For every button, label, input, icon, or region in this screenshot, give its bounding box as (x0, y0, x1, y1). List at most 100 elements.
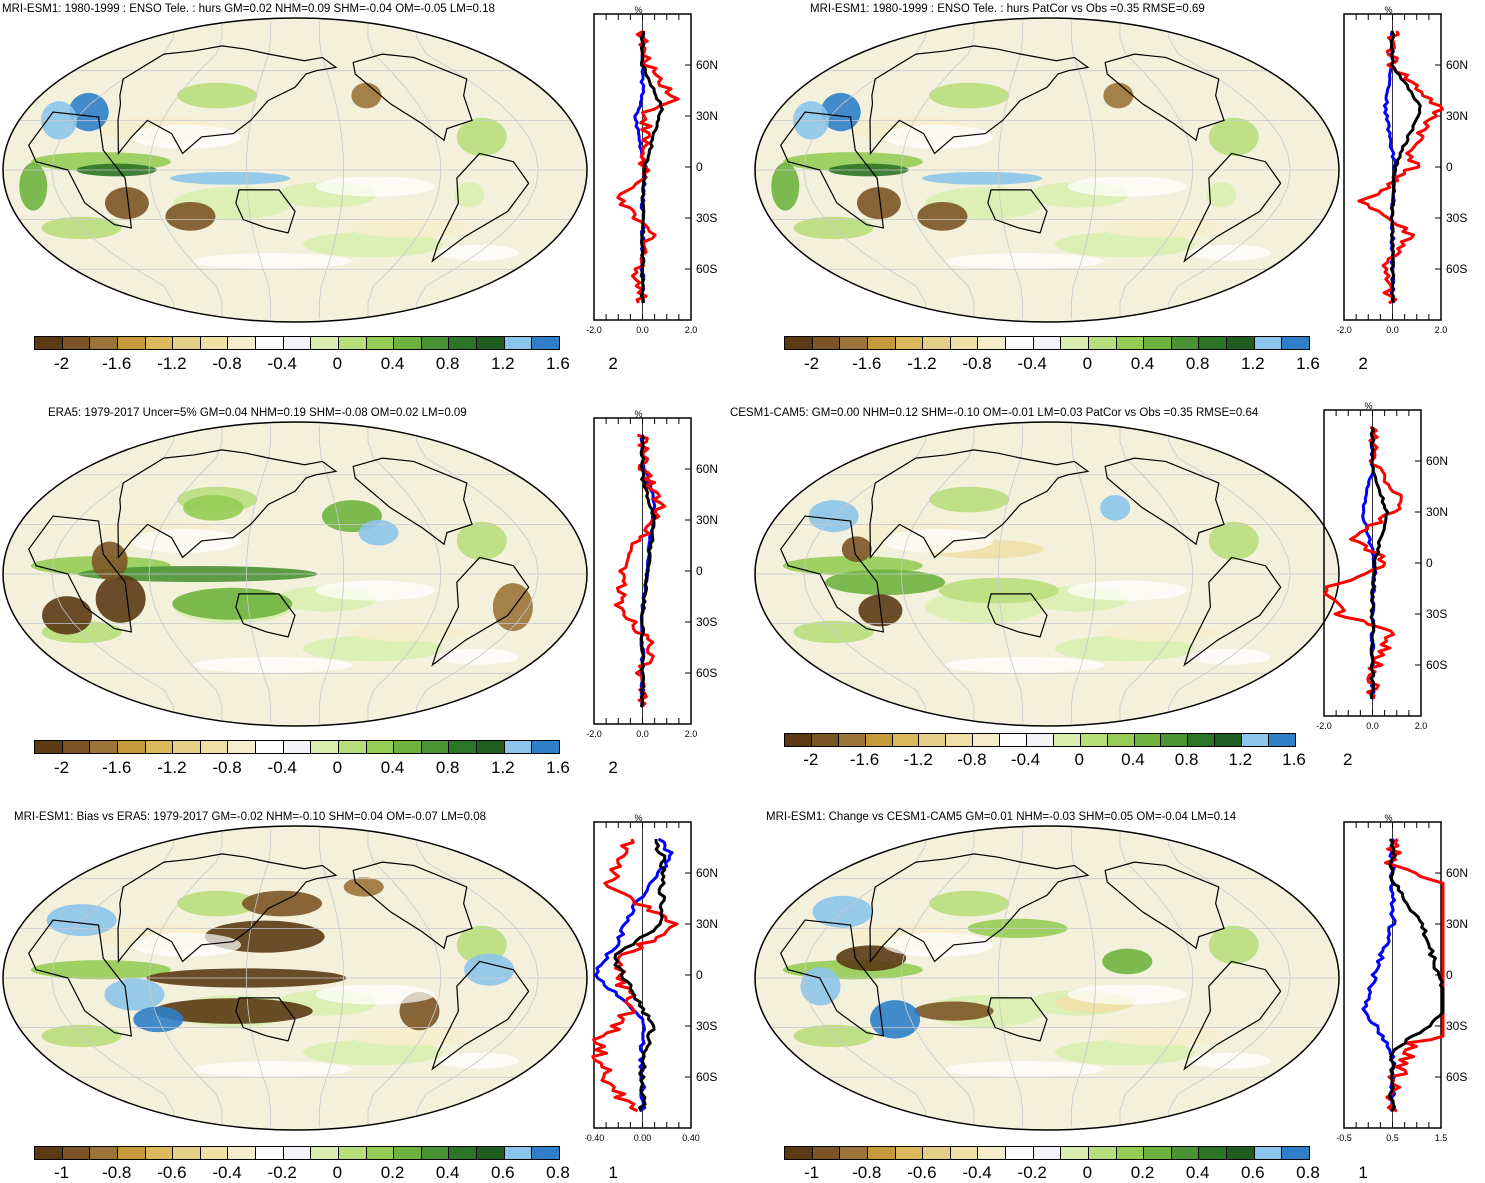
colorbar-swatch (950, 1147, 979, 1159)
colorbar-swatch (145, 337, 174, 349)
colorbar-tick-label: -2 (803, 750, 819, 769)
profile-lat-label: 60N (696, 58, 718, 72)
colorbar-tick-label: 0.8 (435, 758, 460, 777)
colorbar-swatch (1061, 1147, 1089, 1159)
colorbar-swatch (394, 337, 422, 349)
profile-x-label: 0.0 (1386, 325, 1399, 335)
colorbar-tick-label: -1 (804, 1163, 820, 1182)
field-anomaly-patch (348, 622, 469, 642)
coastline (117, 449, 338, 560)
coastline (1104, 53, 1225, 142)
field-anomaly-patch (1102, 948, 1153, 975)
colorbar-tick-label: 0.8 (1296, 1163, 1320, 1182)
coastline (1183, 960, 1282, 1071)
profile-lat-label: 60N (1446, 866, 1468, 880)
colorbar-tick-label: 0.4 (1185, 1163, 1210, 1182)
graticule-meridian (318, 425, 345, 723)
graticule-meridian (1168, 425, 1291, 723)
colorbar-swatch (145, 1147, 174, 1159)
colorbar-swatch (35, 337, 63, 349)
colorbar-swatch (1027, 734, 1054, 746)
colorbar-swatch (421, 337, 450, 349)
colorbar-swatch (865, 734, 893, 746)
profile-lat-label: 0 (696, 564, 703, 578)
colorbar-swatch (90, 1147, 118, 1159)
colorbar-tick-label: 0 (332, 354, 343, 373)
panel-title: MRI-ESM1: 1980-1999 : ENSO Tele. : hurs … (810, 3, 1205, 15)
colorbar-swatch (117, 337, 146, 349)
field-anomaly-patch (104, 978, 165, 1011)
colorbar-swatch (1116, 1147, 1145, 1159)
colorbar (34, 336, 560, 350)
field-anomaly-patch (917, 201, 968, 231)
coastline (28, 111, 133, 229)
profile-lat-label: 60S (1426, 658, 1447, 672)
colorbar-tick-label: 1.6 (546, 354, 570, 373)
profile-lat-label: 0 (1446, 968, 1453, 982)
zonal-mean-profile: % 60N 30N 0 30S 60S -0.40 0.00 0.40 (585, 813, 718, 1143)
profile-lat-label: 30N (696, 917, 718, 931)
colorbar-swatch (1161, 734, 1189, 746)
graticule-meridian (1070, 829, 1097, 1127)
colorbar-tick-label: -0.4 (1017, 354, 1047, 373)
colorbar-tick-label: -1.6 (102, 758, 132, 777)
colorbar-swatch (228, 1147, 256, 1159)
graticule-meridian (318, 21, 345, 319)
colorbar-tick-label: -2 (54, 758, 70, 777)
profile-line-black (1388, 838, 1445, 1112)
field-anomaly-patch (19, 162, 48, 211)
colorbar-swatch (978, 337, 1006, 349)
profile-x-label: 0.5 (1386, 1133, 1399, 1143)
profile-lat-label: 60S (696, 1070, 717, 1084)
field-anomaly-patch (358, 519, 399, 546)
colorbar-tick-label: 0.6 (491, 1163, 515, 1182)
colorbar-tick-label: -2 (804, 354, 820, 373)
field-anomaly-patch (343, 877, 384, 897)
colorbar-tick-label: -1.2 (157, 758, 187, 777)
colorbar-swatch (1144, 1147, 1172, 1159)
graticule-meridian (900, 21, 975, 319)
field-anomaly-patch (456, 117, 507, 157)
colorbar-tick-label: 0 (1074, 750, 1084, 769)
graticule-meridian (245, 21, 272, 319)
field-anomaly-patch (771, 162, 800, 211)
colorbar (34, 1146, 560, 1160)
profile-lat-label: 60N (1426, 454, 1448, 468)
coastline (352, 53, 473, 142)
colorbar-tick-label: -1.2 (907, 354, 937, 373)
colorbar-tick-label: 0.8 (435, 354, 460, 373)
profile-lat-label: 30S (1446, 1019, 1467, 1033)
panel-title: CESM1-CAM5: GM=0.00 NHM=0.12 SHM=-0.10 O… (730, 407, 1259, 419)
profile-line-blue (594, 837, 674, 1113)
colorbar-swatch (1033, 337, 1062, 349)
colorbar-swatch (1144, 337, 1172, 349)
colorbar-swatch (173, 741, 201, 753)
coastline (431, 960, 530, 1071)
graticule-meridian (245, 829, 272, 1127)
colorbar-swatch (895, 337, 924, 349)
colorbar-swatch (117, 1147, 146, 1159)
map-border (2, 825, 588, 1131)
field-neutral-patch (131, 528, 242, 553)
profile-x-label: -2.0 (586, 729, 602, 739)
colorbar-swatch (394, 741, 422, 753)
field-anomaly-patch (302, 635, 443, 662)
graticule-meridian (318, 829, 345, 1127)
colorbar-tick-label: 1 (608, 1163, 618, 1182)
colorbar-swatch (504, 1147, 533, 1159)
colorbar-tick-label: -0.8 (962, 354, 992, 373)
colorbar-tick-label: -2 (54, 354, 70, 373)
colorbar-swatch (338, 1147, 367, 1159)
graticule-meridian (1119, 829, 1194, 1127)
coastline (780, 515, 885, 633)
field-anomaly-patch (95, 574, 146, 623)
colorbar-swatch (200, 337, 229, 349)
colorbar-tick-label: 1 (1358, 1163, 1368, 1182)
profile-x-label: 0.0 (636, 729, 649, 739)
colorbar-tick-label: -0.8 (212, 758, 242, 777)
colorbar-swatch (449, 337, 477, 349)
field-anomaly-patch (1100, 1026, 1221, 1046)
profile-lat-label: 30S (1426, 607, 1447, 621)
colorbar-swatch (256, 1147, 284, 1159)
colorbar-tick-label: -1.6 (852, 354, 882, 373)
